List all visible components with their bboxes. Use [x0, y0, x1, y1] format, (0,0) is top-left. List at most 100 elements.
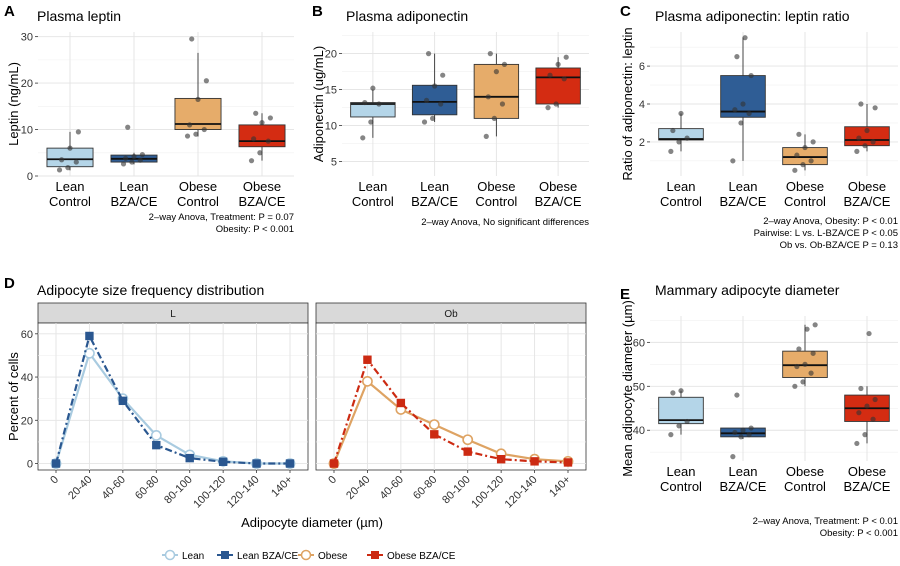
data-marker — [118, 396, 128, 406]
x-tick-label: Lean — [729, 179, 758, 194]
legend-label: Lean BZA/CE — [237, 551, 298, 562]
legend-key-marker — [300, 549, 312, 561]
legend-label: Obese — [318, 551, 348, 562]
stat-note: Obesity: P < 0.001 — [216, 224, 294, 235]
x-tick-label: Lean — [358, 179, 387, 194]
y-tick-label: 2 — [639, 137, 645, 149]
legend-key-marker — [164, 549, 176, 561]
stat-note: Obesity: P < 0.001 — [820, 528, 898, 539]
box-2 — [782, 131, 828, 173]
data-point — [812, 322, 818, 328]
y-tick-label: 0 — [27, 171, 33, 183]
data-point — [563, 54, 569, 60]
data-point — [804, 326, 810, 332]
x-tick-label: Lean — [667, 179, 696, 194]
plot-area — [37, 322, 309, 471]
data-point — [67, 145, 73, 151]
x-tick-label: Control — [784, 479, 826, 494]
data-point — [423, 97, 430, 103]
series-line — [332, 379, 569, 464]
panel-label: C — [620, 3, 631, 20]
data-marker — [530, 457, 539, 466]
series-obese-bza-ce — [329, 355, 573, 468]
data-marker — [430, 430, 439, 439]
legend-label: Obese BZA/CE — [387, 551, 456, 562]
x-tick-label: Control — [177, 194, 219, 209]
x-tick-label: Lean — [56, 179, 85, 194]
data-point — [131, 153, 137, 160]
x-tick-label: BZA/CE — [411, 194, 458, 209]
y-tick-label: 20 — [21, 415, 33, 427]
data-point — [483, 133, 489, 139]
data-point — [854, 148, 860, 154]
data-point — [856, 410, 862, 416]
data-point — [748, 72, 754, 79]
data-point — [501, 61, 508, 67]
data-point — [676, 423, 682, 429]
data-point — [742, 35, 748, 41]
x-tick-label: 80-100 — [162, 474, 195, 507]
data-point — [794, 152, 800, 158]
box-1 — [720, 35, 766, 164]
data-point — [487, 51, 493, 57]
data-point — [485, 94, 491, 100]
x-tick-label: 40-60 — [100, 474, 128, 502]
y-axis-title: Leptin (ng/mL) — [6, 62, 21, 146]
x-tick-label: 100-120 — [191, 474, 228, 511]
box — [174, 97, 222, 130]
stat-note: 2–way Anova, Treatment: P = 0.07 — [149, 212, 294, 223]
box-3 — [844, 330, 890, 447]
data-point — [545, 105, 551, 111]
data-point — [870, 139, 876, 145]
data-point — [746, 110, 752, 117]
data-point — [555, 61, 561, 67]
x-tick-label: 120-140 — [225, 474, 262, 511]
data-point — [734, 54, 740, 60]
panel-label: A — [4, 3, 15, 20]
x-tick-label: Obese — [539, 179, 577, 194]
legend-key-marker — [221, 551, 229, 559]
x-tick-label: 0 — [48, 474, 61, 487]
data-point — [808, 370, 814, 376]
panel-title: Mammary adipocyte diameter — [655, 282, 840, 298]
data-point — [862, 432, 868, 438]
data-point — [56, 167, 63, 173]
y-tick-label: 10 — [325, 121, 337, 133]
box — [535, 67, 581, 105]
panel-label: B — [312, 3, 323, 20]
box-3 — [535, 54, 581, 111]
data-point — [684, 418, 690, 425]
data-point — [732, 429, 738, 436]
data-marker — [150, 430, 162, 441]
x-tick-label: 60-80 — [411, 474, 439, 502]
data-point — [668, 432, 674, 438]
data-point — [854, 440, 860, 447]
y-tick-label: 10 — [21, 125, 33, 137]
data-point — [201, 126, 207, 133]
data-marker — [329, 459, 339, 468]
data-point — [257, 150, 263, 156]
data-marker — [51, 459, 61, 468]
data-point — [553, 101, 559, 107]
data-point — [547, 72, 553, 78]
legend-item: Obese — [298, 549, 348, 562]
box — [350, 102, 396, 118]
x-tick-label: BZA/CE — [720, 194, 767, 209]
x-tick-label: Control — [49, 194, 91, 209]
data-point — [75, 129, 81, 135]
data-point — [59, 157, 65, 163]
data-point — [670, 390, 676, 396]
box — [411, 84, 458, 116]
legend: Lean Lean BZA/CE Obese Obese BZA/CE — [162, 549, 456, 562]
data-marker — [185, 453, 194, 463]
data-point — [65, 165, 71, 171]
x-tick-label: 60-80 — [133, 474, 161, 502]
data-point — [668, 148, 674, 154]
y-tick-label: 60 — [633, 337, 645, 349]
data-point — [129, 159, 135, 165]
data-point — [792, 383, 798, 389]
data-point — [792, 167, 798, 173]
data-point — [794, 363, 800, 370]
data-point — [125, 124, 131, 130]
